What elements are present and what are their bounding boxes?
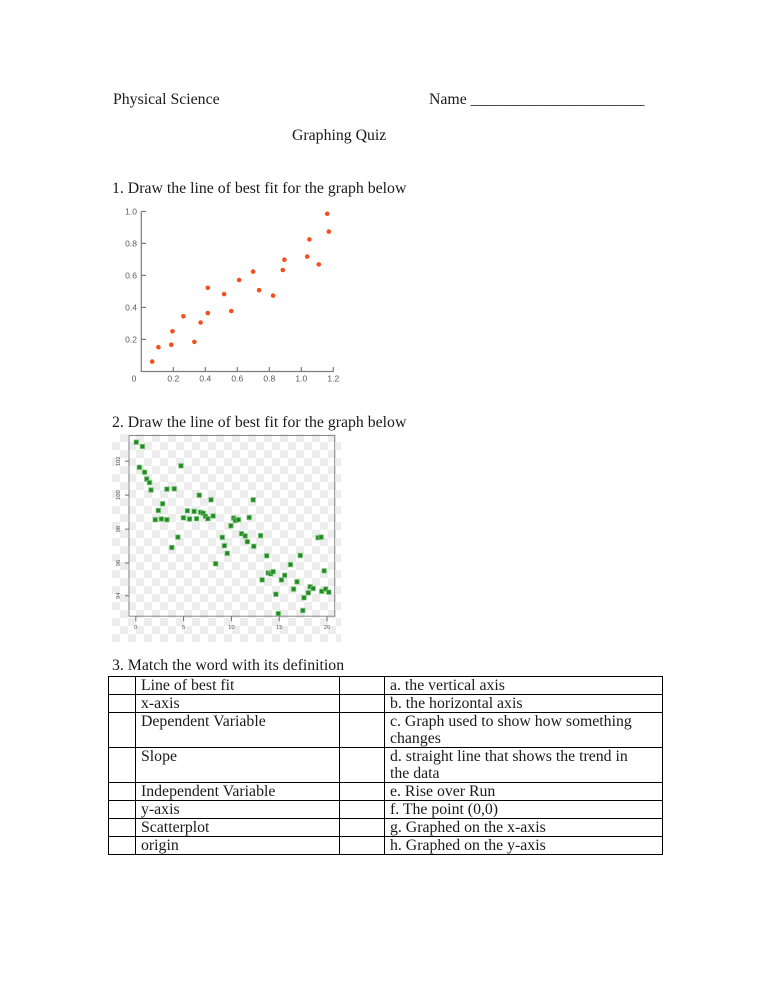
svg-text:98: 98 (116, 526, 122, 532)
svg-text:20: 20 (324, 625, 330, 631)
svg-text:0.4: 0.4 (125, 302, 137, 312)
svg-text:94: 94 (116, 592, 122, 599)
svg-text:102: 102 (116, 456, 122, 466)
svg-text:0.2: 0.2 (125, 334, 137, 344)
svg-text:15: 15 (276, 625, 282, 631)
svg-text:0.6: 0.6 (125, 270, 137, 280)
svg-text:5: 5 (182, 625, 185, 631)
svg-text:0.2: 0.2 (167, 374, 179, 384)
svg-text:0.8: 0.8 (125, 238, 137, 248)
svg-text:0.4: 0.4 (199, 374, 211, 384)
svg-text:0: 0 (132, 374, 137, 384)
svg-text:1.0: 1.0 (125, 207, 137, 217)
svg-text:1.0: 1.0 (295, 374, 307, 384)
svg-text:0: 0 (134, 625, 137, 631)
svg-text:96: 96 (116, 560, 122, 566)
svg-text:0.8: 0.8 (263, 374, 275, 384)
svg-text:100: 100 (116, 490, 122, 500)
svg-text:0.6: 0.6 (231, 374, 243, 384)
svg-text:1.2: 1.2 (327, 374, 339, 384)
svg-text:10: 10 (228, 625, 234, 631)
